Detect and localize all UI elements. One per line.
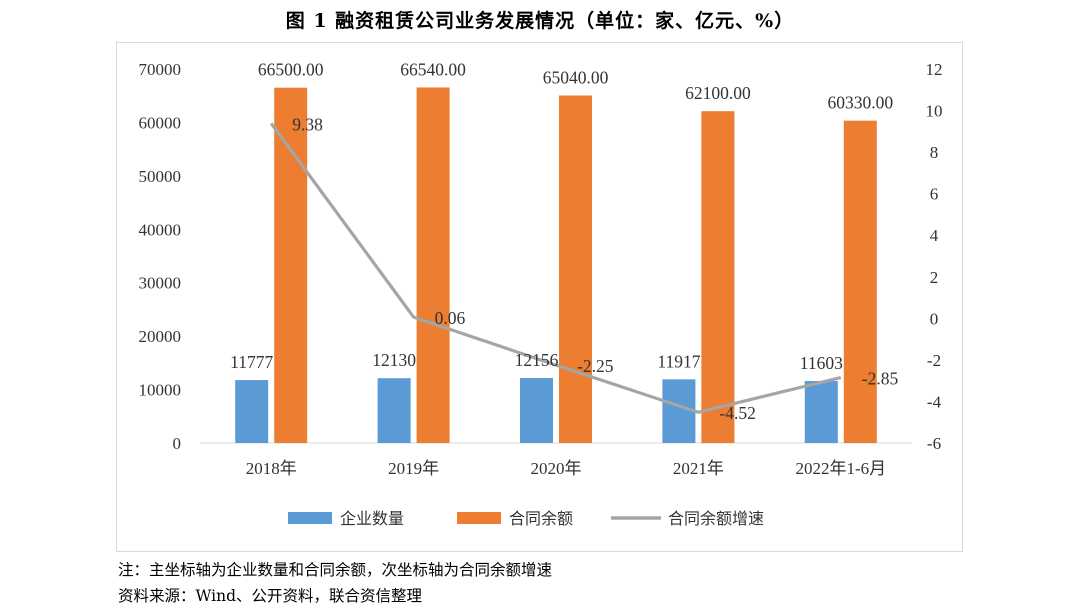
chart-frame xyxy=(116,42,963,552)
legend-label-enterprise: 企业数量 xyxy=(340,509,404,528)
enterprise-data-label: 12156 xyxy=(515,350,559,370)
secondary-y-tick: -4 xyxy=(927,392,942,411)
secondary-y-tick: 2 xyxy=(930,268,939,287)
legend-swatch-enterprise xyxy=(288,512,332,524)
growth-data-label: 9.38 xyxy=(292,114,323,134)
contract-bar xyxy=(843,120,877,443)
secondary-y-tick: 4 xyxy=(930,226,939,245)
x-tick-label: 2021年 xyxy=(673,459,724,478)
enterprise-data-label: 11603 xyxy=(800,353,843,373)
enterprise-data-label: 12130 xyxy=(372,350,416,370)
contract-bar xyxy=(701,111,735,444)
secondary-y-tick: 10 xyxy=(926,102,943,121)
contract-data-label: 65040.00 xyxy=(543,68,609,88)
secondary-y-tick: 12 xyxy=(926,60,943,79)
source-note: 资料来源：Wind、公开资料，联合资信整理 xyxy=(118,587,423,605)
x-tick-label: 2018年 xyxy=(246,459,297,478)
contract-data-label: 66500.00 xyxy=(258,60,324,80)
secondary-y-tick: -2 xyxy=(927,351,941,370)
contract-bar xyxy=(416,87,450,444)
primary-y-tick: 70000 xyxy=(139,60,182,79)
secondary-y-tick: -6 xyxy=(927,434,941,453)
secondary-y-tick: 0 xyxy=(930,309,939,328)
primary-y-tick: 20000 xyxy=(139,327,182,346)
data-labels: 11777 66500.00 12130 66540.00 12156 65040.00 1… xyxy=(230,59,898,423)
primary-y-tick: 50000 xyxy=(139,167,182,186)
secondary-y-axis: -6 -4 -2 0 2 4 6 8 10 12 xyxy=(926,60,943,453)
contract-data-label: 60330.00 xyxy=(827,93,893,113)
contract-data-label: 62100.00 xyxy=(685,83,751,103)
legend-label-growth: 合同余额增速 xyxy=(668,509,764,528)
contract-data-label: 66540.00 xyxy=(400,59,466,79)
primary-y-tick: 60000 xyxy=(139,113,182,132)
growth-data-label: 0.06 xyxy=(435,308,466,328)
legend-label-contract: 合同余额 xyxy=(509,509,573,528)
primary-y-tick: 0 xyxy=(173,434,182,453)
secondary-y-tick: 8 xyxy=(930,143,939,162)
secondary-y-tick: 6 xyxy=(930,185,939,204)
x-axis-ticks: 2018年 2019年 2020年 2021年 2022年1-6月 xyxy=(246,459,886,478)
bar-series xyxy=(235,87,877,444)
legend: 企业数量 合同余额 合同余额增速 xyxy=(288,509,764,528)
figure-title: 图 1 融资租赁公司业务发展情况（单位：家、亿元、%） xyxy=(285,10,795,32)
growth-line xyxy=(269,122,842,414)
enterprise-bar xyxy=(377,378,411,443)
contract-bar xyxy=(559,95,592,443)
primary-y-tick: 40000 xyxy=(139,220,182,239)
growth-data-label: -4.52 xyxy=(719,403,755,423)
growth-line-series xyxy=(269,122,842,414)
contract-bar xyxy=(274,87,308,443)
growth-data-label: -2.25 xyxy=(577,356,614,376)
x-tick-label: 2020年 xyxy=(531,459,582,478)
footnote: 注：主坐标轴为企业数量和合同余额，次坐标轴为合同余额增速 xyxy=(118,561,553,579)
enterprise-bar xyxy=(235,380,269,443)
x-tick-label: 2019年 xyxy=(388,459,439,478)
primary-y-tick: 30000 xyxy=(139,274,182,293)
enterprise-bar xyxy=(662,379,696,443)
growth-data-label: -2.85 xyxy=(862,369,899,389)
primary-y-axis: 0 10000 20000 30000 40000 50000 60000 70000 xyxy=(139,60,182,453)
enterprise-data-label: 11777 xyxy=(230,352,273,372)
enterprise-bar xyxy=(520,378,553,443)
enterprise-bar xyxy=(804,381,838,443)
enterprise-data-label: 11917 xyxy=(657,351,700,371)
x-tick-label: 2022年1-6月 xyxy=(795,459,886,478)
primary-y-tick: 10000 xyxy=(139,381,182,400)
legend-swatch-contract xyxy=(457,512,501,524)
